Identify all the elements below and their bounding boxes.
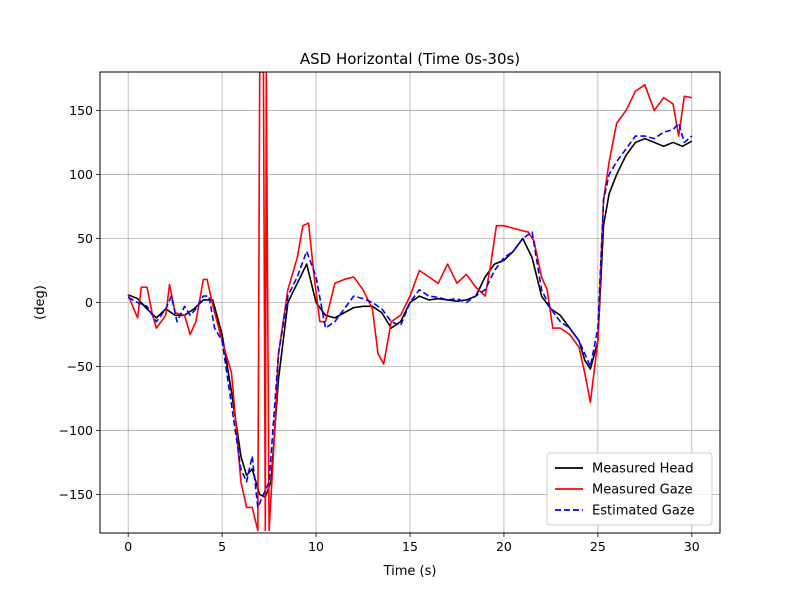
y-tick-label: 150 (69, 103, 93, 118)
x-tick-label: 5 (218, 539, 226, 554)
legend-label: Measured Gaze (592, 483, 693, 498)
legend-box (546, 452, 713, 526)
y-tick-label: −150 (59, 487, 93, 502)
chart-title: ASD Horizontal (Time 0s-30s) (300, 50, 520, 68)
y-tick-label: −100 (59, 423, 93, 438)
legend-label: Estimated Gaze (592, 504, 695, 519)
x-tick-label: 30 (684, 539, 700, 554)
x-tick-label: 10 (308, 539, 324, 554)
series-line-estimated-gaze (127, 122, 693, 509)
series-layer (127, 72, 693, 532)
legend-label: Measured Head (592, 462, 694, 477)
y-tick-label: −50 (67, 359, 93, 374)
y-tick-label: 50 (77, 231, 93, 246)
y-tick-label: 100 (69, 167, 93, 182)
x-tick-label: 0 (124, 539, 132, 554)
x-tick-label: 25 (590, 539, 606, 554)
x-axis-label: Time (s) (383, 564, 437, 579)
y-tick-label: 0 (85, 295, 93, 310)
legend: Measured Head Measured Gaze Estimated Gaze (546, 452, 713, 526)
x-tick-label: 15 (402, 539, 418, 554)
y-axis-label: (deg) (33, 285, 48, 320)
axis-ticks: 0 5 10 15 20 25 30 −150 −100 −50 0 50 100 150 (59, 103, 700, 554)
series-line-measured-gaze (127, 72, 692, 532)
x-tick-label: 20 (496, 539, 512, 554)
